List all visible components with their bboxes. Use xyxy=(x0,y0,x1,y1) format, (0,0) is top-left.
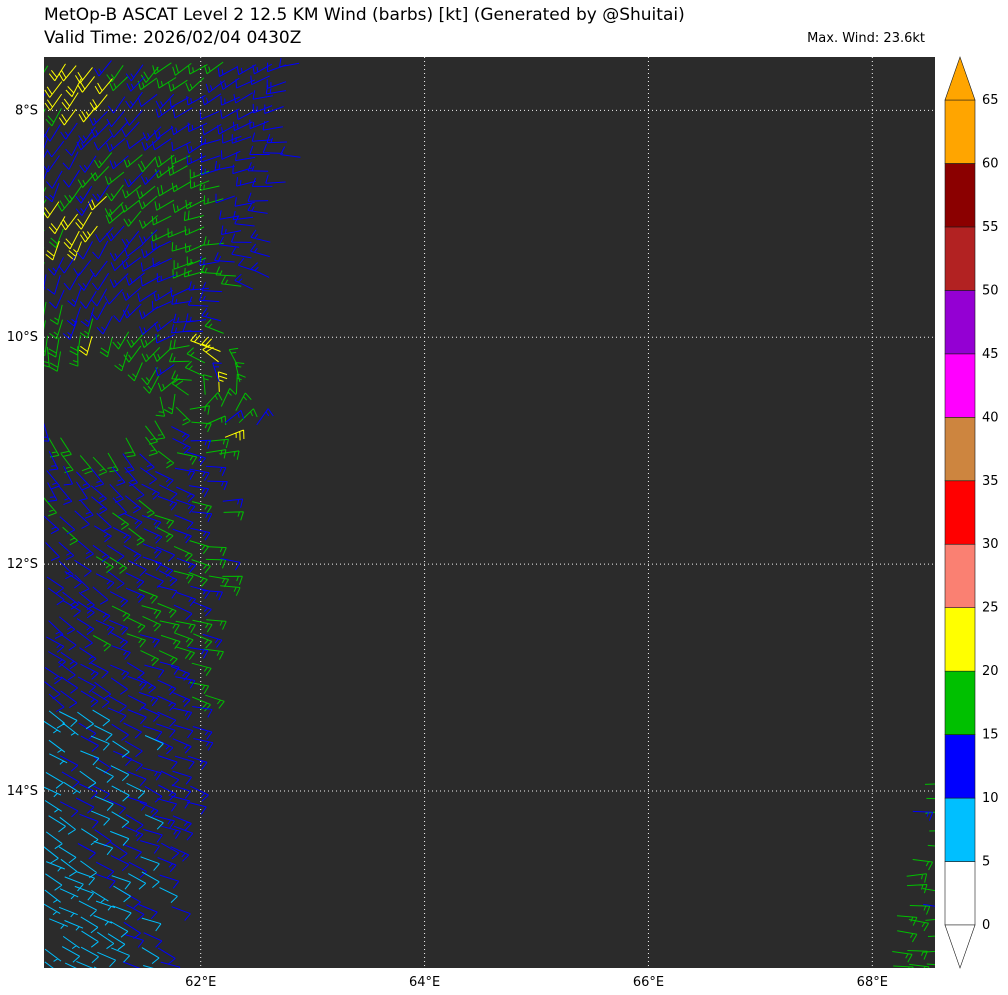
colorbar-segment xyxy=(944,480,976,545)
colorbar-tick-label: 35 xyxy=(982,474,999,489)
map-background xyxy=(44,57,935,968)
colorbar-tick-label: 60 xyxy=(982,156,999,171)
x-tick-label: 66°E xyxy=(633,975,664,990)
colorbar-segment xyxy=(944,417,976,482)
colorbar-tick-label: 25 xyxy=(982,601,999,616)
valid-time-label: Valid Time: 2026/02/04 0430Z xyxy=(44,28,302,48)
x-tick-label: 62°E xyxy=(185,975,216,990)
colorbar-tick-label: 55 xyxy=(982,220,999,235)
y-tick-label: 14°S xyxy=(7,784,38,799)
y-tick-label: 8°S xyxy=(15,103,38,118)
colorbar-segment xyxy=(944,670,976,735)
colorbar-segment xyxy=(944,797,976,862)
colorbar-tick-label: 0 xyxy=(982,918,990,933)
colorbar-segment xyxy=(944,163,976,228)
chart-title: MetOp-B ASCAT Level 2 12.5 KM Wind (barb… xyxy=(44,5,685,25)
y-tick-label: 10°S xyxy=(7,330,38,345)
colorbar-tick-label: 50 xyxy=(982,283,999,298)
colorbar-segment xyxy=(944,607,976,672)
colorbar-over-arrow xyxy=(944,56,976,101)
colorbar-tick-label: 45 xyxy=(982,347,999,362)
colorbar-segment xyxy=(944,543,976,608)
x-tick-label: 68°E xyxy=(857,975,888,990)
y-tick-label: 12°S xyxy=(7,557,38,572)
colorbar-segment xyxy=(944,353,976,418)
colorbar-segment xyxy=(944,99,976,164)
colorbar-tick-label: 65 xyxy=(982,93,999,108)
colorbar-tick-label: 15 xyxy=(982,728,999,743)
wind-barbs xyxy=(44,57,935,968)
colorbar-under-arrow xyxy=(944,924,976,969)
colorbar-tick-label: 20 xyxy=(982,664,999,679)
colorbar: 0 5 10 15 20 25 30 35 40 45 50 55 60 65 xyxy=(944,56,999,969)
max-wind-label: Max. Wind: 23.6kt xyxy=(807,31,925,46)
wind-barbs xyxy=(44,63,245,441)
axis-tick-labels: 8°S 10°S 12°S 14°S 62°E 64°E 66°E 68°E xyxy=(7,103,888,990)
colorbar-tick-label: 10 xyxy=(982,791,999,806)
colorbar-tick-label: 5 xyxy=(982,855,990,870)
colorbar-segment xyxy=(944,861,976,926)
colorbar-tick-label: 40 xyxy=(982,410,999,425)
colorbar-segment xyxy=(944,226,976,291)
wind-barbs-layer xyxy=(44,57,935,968)
colorbar-tick-label: 30 xyxy=(982,537,999,552)
wind-barbs xyxy=(44,709,178,968)
x-tick-label: 64°E xyxy=(409,975,440,990)
wind-barbs xyxy=(44,61,935,968)
colorbar-segment xyxy=(944,734,976,799)
colorbar-segment xyxy=(944,290,976,355)
